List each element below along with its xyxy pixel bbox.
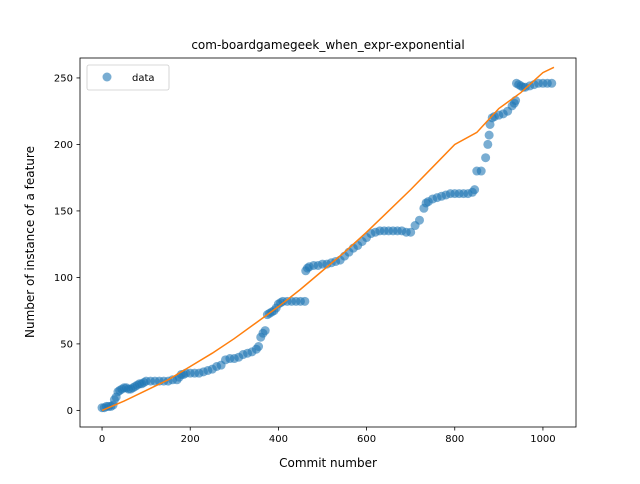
data-point (483, 139, 493, 149)
y-axis-label: Number of instance of a feature (23, 146, 37, 338)
data-point (511, 96, 521, 106)
legend-marker-data (102, 72, 112, 82)
legend: data (86, 64, 170, 91)
y-tick-label: 150 (54, 206, 73, 217)
data-point (300, 296, 310, 306)
data-point (547, 78, 557, 88)
plot-layer (97, 66, 557, 413)
ticks-layer: 0 200 400 600 800 1000 0 50 100 150 200 250 (54, 73, 556, 445)
y-tick-label: 200 (54, 140, 73, 151)
data-point (484, 130, 494, 140)
data-point (470, 185, 480, 195)
x-axis-label: Commit number (279, 456, 377, 470)
x-tick-label: 600 (357, 434, 376, 445)
x-tick-label: 0 (99, 434, 105, 445)
chart-title: com-boardgamegeek_when_expr-exponential (191, 38, 464, 52)
x-tick-label: 1000 (530, 434, 555, 445)
data-point (254, 342, 264, 352)
y-tick-label: 0 (67, 406, 73, 417)
x-tick-label: 400 (269, 434, 288, 445)
plot-frame (79, 57, 577, 428)
y-tick-label: 250 (54, 73, 73, 84)
y-tick-label: 50 (60, 339, 73, 350)
data-point (406, 227, 416, 237)
x-tick-label: 800 (445, 434, 464, 445)
y-tick-label: 100 (54, 273, 73, 284)
data-point (476, 166, 486, 176)
data-point (260, 326, 270, 336)
legend-frame (86, 64, 170, 91)
x-tick-label: 200 (181, 434, 200, 445)
data-point (481, 153, 491, 163)
data-point (414, 215, 424, 225)
legend-label-data: data (132, 73, 155, 84)
fit-line (101, 66, 555, 412)
